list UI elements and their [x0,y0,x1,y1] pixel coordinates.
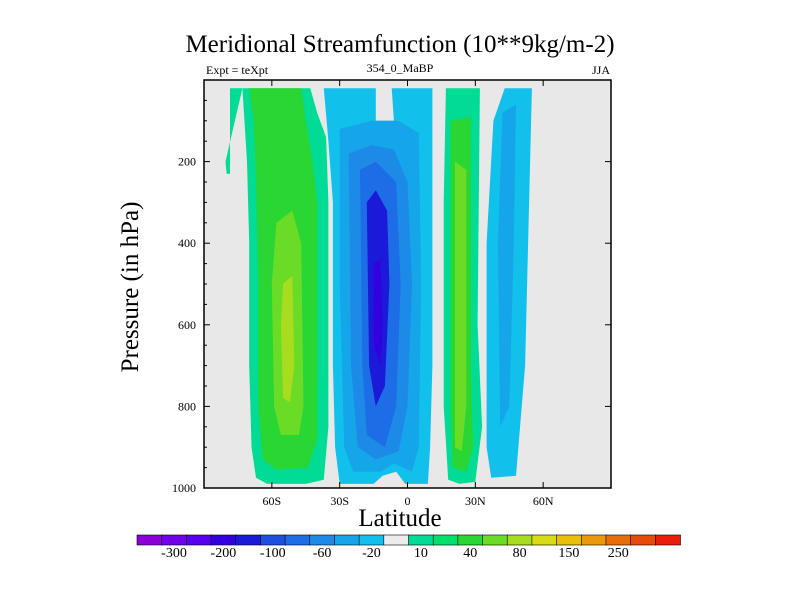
y-tick-label: 400 [178,236,196,250]
colorbar [136,534,681,546]
y-tick-label: 200 [178,155,196,169]
x-tick-label: 30N [465,494,486,508]
colorbar-label: -100 [259,546,286,561]
colorbar-swatch [556,534,583,546]
colorbar-label: 10 [413,546,428,561]
colorbar-swatch [210,534,237,546]
y-axis-title: Pressure (in hPa) [117,201,144,373]
colorbar-label: 150 [558,546,580,561]
colorbar-label: 250 [607,546,629,561]
colorbar-label: -60 [312,546,332,561]
colorbar-swatch [482,534,509,546]
colorbar-swatch [186,534,212,546]
colorbar-swatch [235,534,262,546]
colorbar-swatch [161,534,188,546]
colorbar-swatch [136,534,163,546]
colorbar-swatch [383,534,410,546]
x-tick-label: 30S [330,494,349,508]
colorbar-swatch [358,534,385,546]
colorbar-label: -20 [362,546,381,561]
colorbar-label: 80 [512,546,527,561]
band-nh-inner-cell [455,161,467,452]
x-tick-label: 60S [262,494,281,508]
experiment-label: Expt = teXpt [206,63,269,77]
colorbar-swatch [630,534,657,546]
colorbar-swatch [531,534,558,546]
axis-ticks: 60S 30S 0 30N 60N 200 400 600 800 1000 [172,80,611,508]
run-label: 354_0_MaBP [366,61,434,75]
band-sh-core-cell [280,275,295,403]
colorbar-swatch [284,534,311,546]
band-eq-center [373,259,383,366]
colorbar-swatch [334,534,360,546]
contour-bands [225,88,532,484]
season-label: JJA [591,63,610,77]
x-axis-title: Latitude [358,505,442,532]
x-tick-label: 60N [533,494,554,508]
colorbar-swatch [655,534,681,546]
y-tick-label: 1000 [172,481,196,495]
x-tick-label: 0 [405,494,411,508]
colorbar-swatch [506,534,533,546]
y-tick-label: 600 [178,318,196,332]
colorbar-swatch [580,534,607,546]
colorbar-swatch [457,534,484,546]
colorbar-swatch [432,534,459,546]
colorbar-swatch [605,534,632,546]
band-nh-far-inner [497,104,516,427]
colorbar-swatch [260,534,286,546]
chart-title: Meridional Streamfunction (10**9kg/m-2) [185,31,615,58]
y-tick-label: 800 [178,399,196,413]
colorbar-label: -200 [210,546,237,561]
colorbar-label: 40 [463,546,478,561]
colorbar-swatch [408,534,434,546]
colorbar-label: -300 [161,546,187,561]
colorbar-swatch [309,534,336,546]
